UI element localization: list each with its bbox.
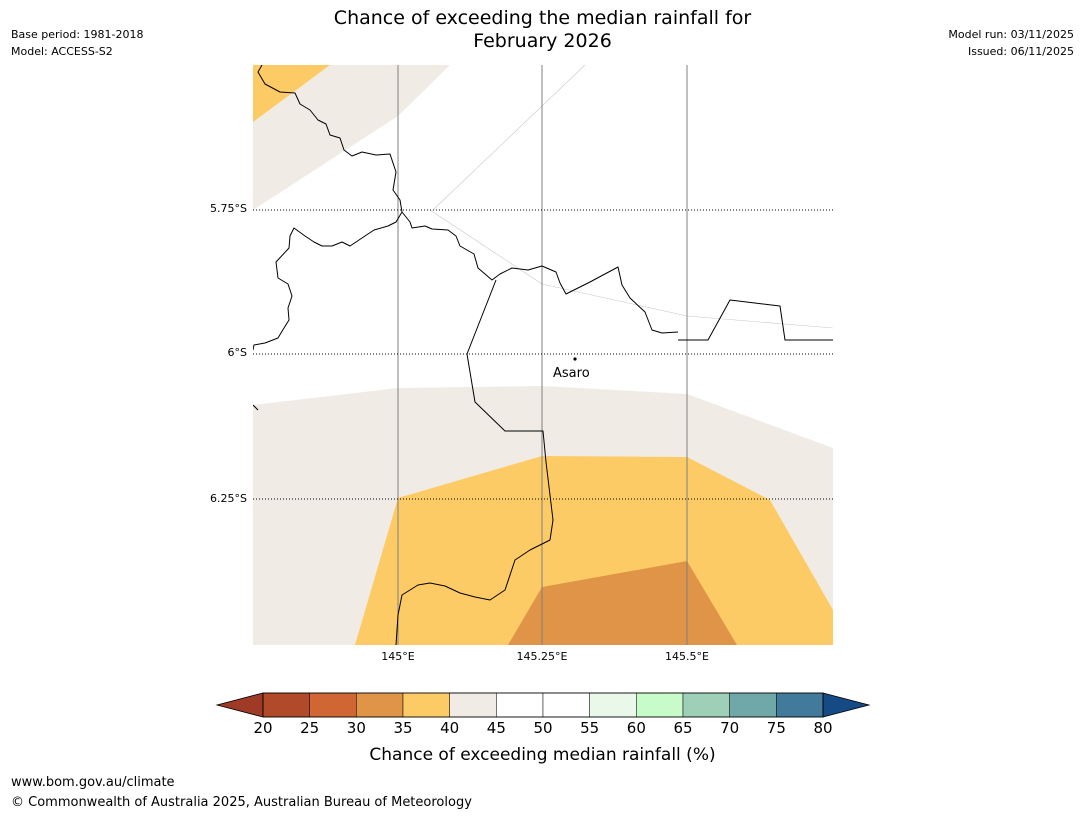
colorbar-segments	[262, 692, 824, 718]
colorbar-segment	[496, 692, 544, 718]
colorbar-segment	[402, 692, 450, 718]
colorbar-tick-label: 65	[673, 719, 693, 737]
colorbar-segment	[776, 692, 824, 718]
colorbar-segment	[682, 692, 730, 718]
asaro-marker	[573, 357, 577, 361]
model-run-text: Model run: 03/11/2025	[948, 28, 1074, 41]
faint-boundary	[432, 65, 586, 211]
title-line-1: Chance of exceeding the median rainfall …	[333, 7, 752, 29]
colorbar-tick-label: 70	[720, 719, 740, 737]
base-period-text: Base period: 1981-2018	[11, 28, 144, 41]
model-text: Model: ACCESS-S2	[11, 45, 113, 58]
colorbar-label: Chance of exceeding median rainfall (%)	[369, 745, 716, 765]
colorbar-segment	[356, 692, 404, 718]
colorbar-segment	[262, 692, 310, 718]
colorbar-segment	[729, 692, 777, 718]
lat-label-5-75: 5.75°S	[210, 202, 247, 215]
lon-label-145-25: 145.25°E	[516, 650, 568, 663]
colorbar-tick-label: 20	[253, 719, 273, 737]
place-label-asaro: Asaro	[553, 366, 590, 381]
band-40-45-top	[253, 65, 450, 210]
colorbar-tick-label: 30	[346, 719, 366, 737]
colorbar-tick-label: 50	[533, 719, 553, 737]
colorbar-frame	[262, 692, 824, 718]
colorbar-over-arrow	[822, 692, 871, 718]
lon-label-145: 145°E	[381, 650, 415, 663]
band-35-40-top	[253, 65, 330, 122]
colorbar-tick-label: 75	[766, 719, 786, 737]
colorbar-tick-label: 35	[393, 719, 413, 737]
footer-url[interactable]: www.bom.gov.au/climate	[11, 775, 175, 790]
issued-text: Issued: 06/11/2025	[967, 45, 1074, 58]
faint-boundary	[429, 209, 833, 329]
colorbar-segment	[542, 692, 590, 718]
colorbar-tick-label: 25	[300, 719, 320, 737]
footer-copyright: © Commonwealth of Australia 2025, Austra…	[11, 795, 472, 810]
band-30-35-south	[508, 561, 737, 645]
colorbar-tick-label: 80	[813, 719, 833, 737]
lat-label-6-25: 6.25°S	[210, 492, 247, 505]
band-35-40-south	[355, 456, 833, 645]
colorbar-tick-label: 40	[440, 719, 460, 737]
colorbar-segment	[309, 692, 357, 718]
title-line-2: February 2026	[473, 30, 612, 52]
colorbar-tick-label: 45	[486, 719, 506, 737]
colorbar-tick-label: 60	[626, 719, 646, 737]
colorbar-under-arrow	[215, 692, 264, 718]
lon-label-145-5: 145.5°E	[665, 650, 709, 663]
lat-label-6: 6°S	[227, 346, 247, 359]
page-title: Chance of exceeding the median rainfall …	[0, 7, 1085, 53]
colorbar-segment	[589, 692, 637, 718]
province-boundaries	[253, 65, 833, 645]
colorbar-tick-label: 55	[580, 719, 600, 737]
colorbar-segment	[636, 692, 684, 718]
colorbar-segment	[449, 692, 497, 718]
map-area	[253, 65, 833, 645]
